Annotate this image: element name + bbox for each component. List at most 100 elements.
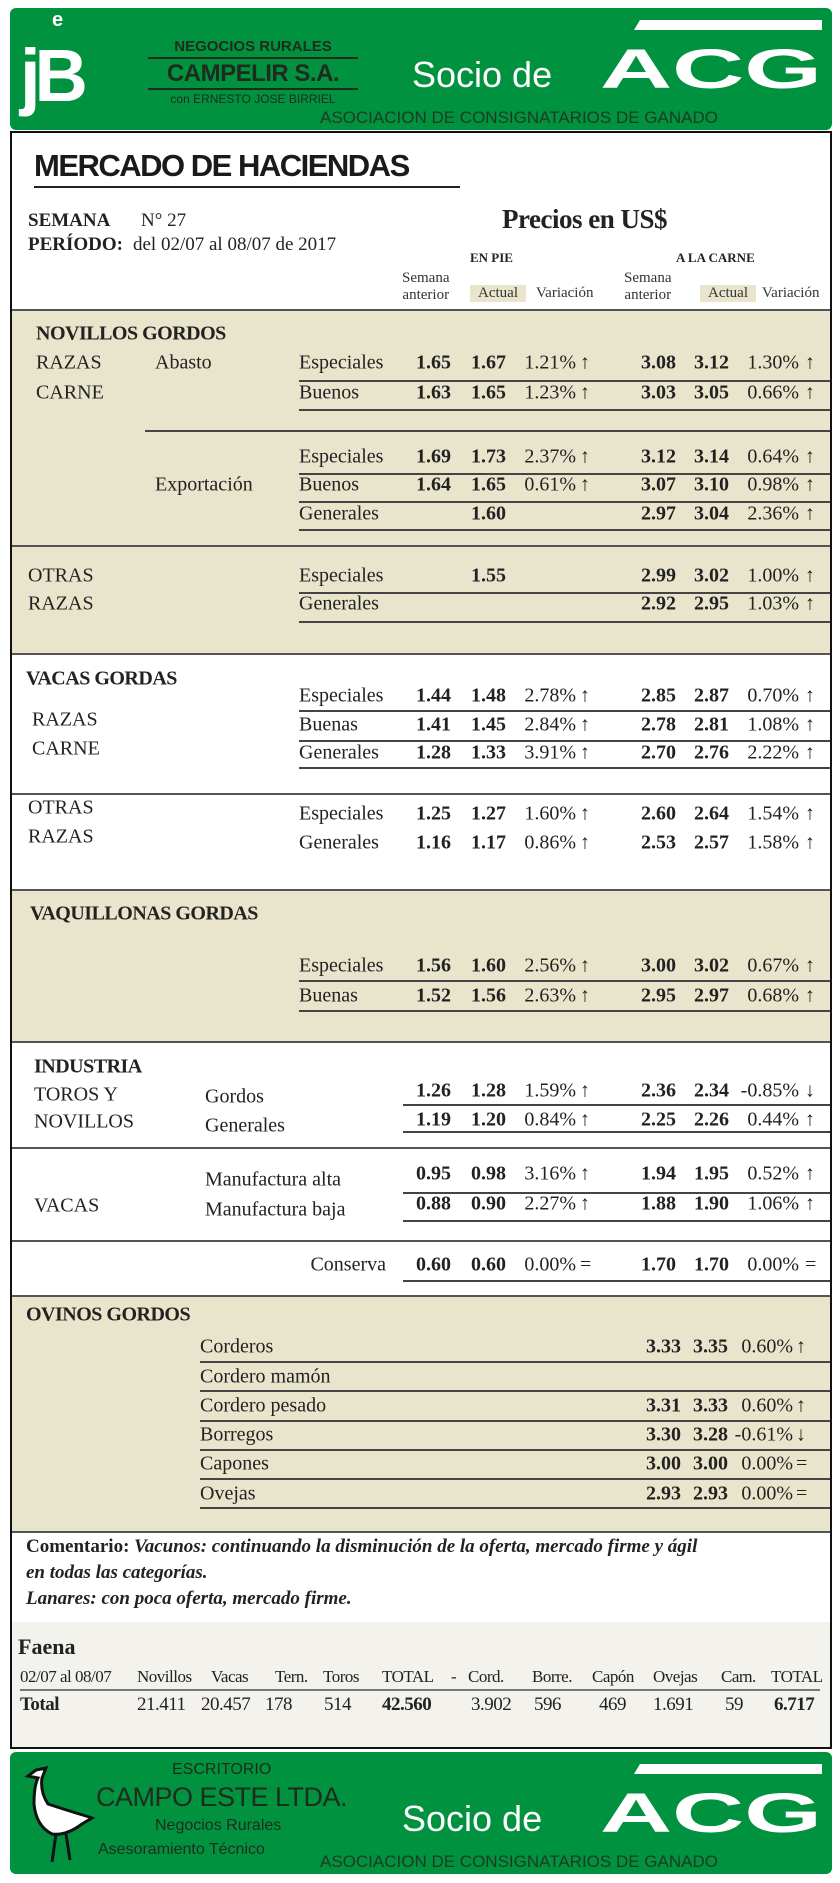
- page-title: MERCADO DE HACIENDAS: [34, 148, 460, 188]
- novillos-section-bg: [12, 309, 830, 653]
- pie-variacion: 2.56%: [524, 954, 576, 977]
- faena-col-header: 02/07 al 08/07: [20, 1667, 112, 1686]
- faena-col-header: Toros: [323, 1667, 359, 1686]
- arrow-down-icon: ↓: [805, 1079, 815, 1102]
- pie-actual: 1.73: [471, 445, 506, 468]
- section-vaquillonas-gordas: VAQUILLONAS GORDAS: [30, 902, 258, 925]
- carne-variacion: 0.98%: [747, 473, 799, 496]
- carne-semana-anterior: 3.30: [646, 1423, 681, 1446]
- vacas-label: VACAS: [34, 1194, 100, 1217]
- footer-banner: ESCRITORIO CAMPO ESTE LTDA. Negocios Rur…: [10, 1752, 832, 1874]
- pie-semana-anterior: 1.19: [416, 1108, 451, 1131]
- semana-value: N° 27: [141, 210, 187, 231]
- section-novillos-gordos: NOVILLOS GORDOS: [36, 322, 226, 345]
- carne-actual: 3.12: [694, 351, 729, 374]
- pie-variacion: 3.91%: [524, 741, 576, 764]
- pie-semana-anterior: 0.60: [416, 1253, 451, 1276]
- row-rule: [299, 1010, 830, 1012]
- carne-variacion: 2.22%: [747, 741, 799, 764]
- pie-semana-anterior: 1.44: [416, 684, 451, 707]
- arrow-up-icon: ↑: [805, 802, 815, 825]
- carne-actual: 3.05: [694, 381, 729, 404]
- pie-semana-anterior: 1.26: [416, 1079, 451, 1102]
- pie-semana-anterior: 1.25: [416, 802, 451, 825]
- faena-total-value: 21.411: [137, 1694, 186, 1715]
- vacunos-label: Vacunos:: [134, 1536, 208, 1557]
- row-rule: [200, 1420, 830, 1422]
- pie-actual: 1.17: [471, 831, 506, 854]
- vacunos-text-cont: en todas las categorías.: [26, 1562, 208, 1583]
- arrow-up-icon: ↑: [805, 564, 815, 587]
- exportacion-label: Exportación: [155, 473, 253, 496]
- pie-variacion: 1.21%: [524, 351, 576, 374]
- carne-variacion: 0.52%: [747, 1162, 799, 1185]
- faena-total-value: 20.457: [201, 1694, 251, 1715]
- row-rule: [299, 529, 830, 531]
- faena-total-value: 514: [324, 1694, 352, 1715]
- razas-label: RAZAS: [28, 825, 94, 848]
- carne-actual: 3.10: [694, 473, 729, 496]
- row-label: Especiales: [299, 954, 384, 977]
- carne-semana-anterior: 2.70: [641, 741, 676, 764]
- col-semana-anterior-pie: Semana anterior: [402, 270, 449, 304]
- pie-semana-anterior: 1.64: [416, 473, 451, 496]
- socio-de-text: Socio de: [402, 1798, 543, 1839]
- faena-total-value: 1.691: [653, 1694, 694, 1715]
- row-rule: [299, 592, 830, 594]
- pie-actual: 1.65: [471, 473, 506, 496]
- arrow-up-icon: ↑: [580, 954, 590, 977]
- pie-actual: 1.28: [471, 1079, 506, 1102]
- comentario-label: Comentario:: [26, 1536, 130, 1557]
- arrow-up-icon: ↑: [580, 381, 590, 404]
- carne-semana-anterior: 2.95: [641, 984, 676, 1007]
- pie-variacion: 3.16%: [524, 1162, 576, 1185]
- arrow-up-icon: ↑: [580, 1192, 590, 1215]
- carne-actual: 2.95: [694, 592, 729, 615]
- pie-variacion: 2.37%: [524, 445, 576, 468]
- faena-total-value: 3.902: [471, 1694, 512, 1715]
- acg-full-name: ASOCIACION DE CONSIGNATARIOS DE GANADO: [320, 108, 718, 127]
- carne-actual: 1.70: [694, 1253, 729, 1276]
- carne-variacion: 1.08%: [747, 713, 799, 736]
- arrow-up-icon: ↑: [805, 445, 815, 468]
- pie-variacion: 0.00%: [524, 1253, 576, 1276]
- arrow-up-icon: ↑: [805, 954, 815, 977]
- pie-actual: 1.27: [471, 802, 506, 825]
- lanares-label: Lanares:: [26, 1588, 97, 1609]
- row-rule: [403, 1220, 830, 1222]
- carne-semana-anterior: 2.99: [641, 564, 676, 587]
- arrow-up-icon: ↑: [580, 684, 590, 707]
- footer-escritorio: ESCRITORIO: [172, 1761, 272, 1778]
- pie-variacion: 2.27%: [524, 1192, 576, 1215]
- periodo-label: PERÍODO:: [28, 234, 123, 255]
- row-label: Borregos: [200, 1423, 274, 1446]
- carne-variacion: 0.00%: [741, 1482, 793, 1505]
- pie-variacion: 1.23%: [524, 381, 576, 404]
- faena-col-header: -: [451, 1667, 457, 1686]
- carne-variacion: 1.00%: [747, 564, 799, 587]
- row-rule: [403, 1280, 830, 1282]
- vaquillonas-section-bg: [12, 889, 830, 1041]
- faena-col-header: TOTAL: [771, 1667, 823, 1686]
- section-divider: [12, 653, 830, 655]
- arrow-up-icon: ↑: [805, 502, 815, 525]
- razas-label: RAZAS: [32, 708, 98, 731]
- arrow-up-icon: ↑: [580, 1108, 590, 1131]
- company-top: NEGOCIOS RURALES: [148, 38, 358, 59]
- novillos-label: NOVILLOS: [34, 1110, 134, 1133]
- row-rule: [299, 621, 830, 623]
- carne-variacion: 0.68%: [747, 984, 799, 1007]
- faena-col-header: TOTAL: [382, 1667, 434, 1686]
- row-rule: [200, 1507, 830, 1509]
- pie-semana-anterior: 1.28: [416, 741, 451, 764]
- pie-actual: 0.60: [471, 1253, 506, 1276]
- carne-semana-anterior: 2.53: [641, 831, 676, 854]
- carne-semana-anterior: 3.12: [641, 445, 676, 468]
- arrow-up-icon: ↑: [580, 831, 590, 854]
- pie-variacion: 2.84%: [524, 713, 576, 736]
- carne-actual: 3.00: [693, 1452, 728, 1475]
- pie-actual: 0.98: [471, 1162, 506, 1185]
- section-divider: [12, 793, 830, 795]
- pie-actual: 1.67: [471, 351, 506, 374]
- carne-semana-anterior: 2.60: [641, 802, 676, 825]
